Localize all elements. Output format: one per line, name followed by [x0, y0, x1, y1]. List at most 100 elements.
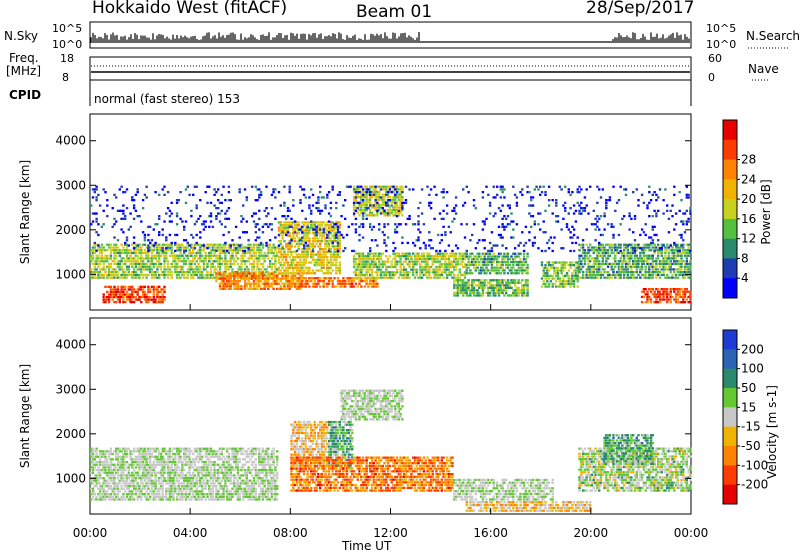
heatmap-cell [587, 249, 590, 252]
heatmap-cell [209, 276, 213, 279]
heatmap-cell [258, 268, 261, 271]
heatmap-cell [374, 196, 377, 199]
heatmap-cell [465, 249, 468, 253]
heatmap-cell [370, 211, 374, 214]
heatmap-cell [598, 249, 601, 252]
heatmap-cell [431, 247, 434, 250]
heatmap-cell [195, 207, 198, 210]
heatmap-cell [125, 249, 129, 252]
heatmap-cell [165, 273, 168, 277]
heatmap-cell [283, 274, 286, 278]
heatmap-cell [623, 243, 626, 246]
heatmap-cell [208, 273, 211, 277]
heatmap-cell [179, 257, 182, 260]
heatmap-cell [344, 282, 347, 285]
heatmap-cell [154, 223, 157, 226]
heatmap-cell [308, 261, 311, 264]
heatmap-cell [175, 271, 179, 274]
heatmap-cell [394, 203, 397, 207]
heatmap-cell [335, 223, 338, 226]
heatmap-cell [367, 193, 370, 196]
heatmap-cell [429, 247, 433, 250]
heatmap-cell [199, 265, 202, 268]
heatmap-cell [642, 288, 646, 291]
heatmap-cell [360, 201, 363, 204]
heatmap-cell [268, 274, 272, 278]
heatmap-cell [669, 268, 672, 271]
heatmap-cell [113, 243, 116, 246]
heatmap-cell [544, 264, 547, 267]
heatmap-cell [354, 271, 358, 274]
heatmap-cell [190, 251, 193, 255]
heatmap-cell [685, 257, 688, 260]
heatmap-cell [512, 279, 515, 282]
heatmap-cell [265, 274, 268, 278]
heatmap-cell [378, 228, 381, 231]
heatmap-cell [442, 252, 445, 255]
heatmap-cell [97, 223, 100, 226]
heatmap-cell [485, 291, 488, 295]
heatmap-cell [93, 268, 96, 271]
heatmap-cell [526, 255, 529, 258]
heatmap-cell [383, 188, 386, 191]
heatmap-cell [392, 273, 395, 277]
heatmap-cell [272, 262, 275, 266]
heatmap-cell [628, 243, 631, 246]
heatmap-cell [311, 237, 315, 240]
heatmap-cell [385, 255, 388, 258]
heatmap-cell [170, 243, 173, 246]
heatmap-cell [354, 273, 358, 277]
heatmap-cell [479, 286, 483, 289]
heatmap-cell [93, 243, 96, 246]
heatmap-cell [388, 209, 392, 212]
heatmap-cell [646, 262, 649, 266]
heatmap-cell [106, 199, 109, 202]
heatmap-cell [161, 288, 164, 291]
heatmap-cell [252, 220, 256, 223]
heatmap-cell [394, 255, 397, 258]
heatmap-cell [655, 260, 658, 263]
heatmap-cell [383, 276, 386, 279]
heatmap-cell [115, 243, 118, 246]
heatmap-cell [363, 263, 367, 266]
heatmap-cell [222, 277, 225, 280]
heatmap-cell [306, 234, 309, 237]
heatmap-cell [336, 279, 340, 283]
heatmap-cell [335, 233, 338, 237]
heatmap-cell [326, 196, 329, 199]
heatmap-cell [615, 262, 619, 266]
heatmap-cell [295, 269, 299, 272]
heatmap-cell [129, 225, 132, 228]
heatmap-cell [190, 260, 193, 263]
heatmap-cell [487, 258, 490, 261]
heatmap-cell [127, 298, 130, 301]
heatmap-cell [524, 241, 528, 245]
heatmap-cell [213, 251, 216, 255]
heatmap-cell [649, 290, 653, 293]
heatmap-cell [485, 258, 488, 261]
heatmap-cell [122, 290, 125, 294]
heatmap-cell [299, 226, 302, 229]
heatmap-cell [293, 258, 297, 261]
heatmap-cell [227, 251, 231, 255]
heatmap-cell [648, 243, 651, 246]
heatmap-cell [283, 269, 286, 272]
heatmap-cell [632, 251, 635, 255]
heatmap-cell [494, 258, 497, 261]
heatmap-cell [383, 201, 386, 204]
heatmap-cell [522, 289, 526, 292]
heatmap-cell [651, 262, 654, 266]
heatmap-cell [549, 280, 553, 283]
heatmap-cell [388, 188, 392, 191]
heatmap-cell [270, 249, 274, 252]
heatmap-cell [479, 258, 483, 261]
heatmap-cell [544, 266, 547, 269]
heatmap-cell [492, 244, 495, 247]
heatmap-cell [256, 285, 259, 288]
heatmap-cell [474, 260, 477, 264]
heatmap-cell [322, 228, 325, 231]
heatmap-cell [329, 256, 333, 259]
heatmap-cell [596, 257, 599, 260]
heatmap-cell [233, 287, 236, 290]
heatmap-cell [102, 209, 105, 212]
